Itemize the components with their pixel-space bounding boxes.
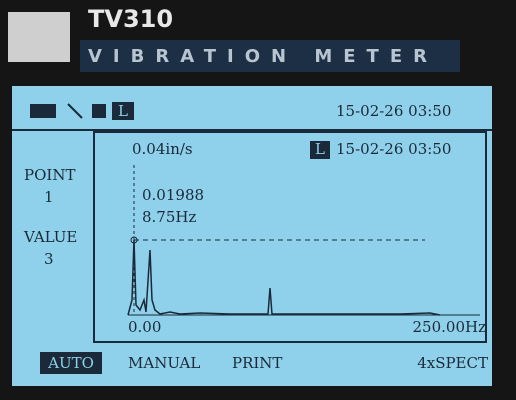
value-label: VALUE — [23, 228, 77, 246]
speaker-icon — [92, 104, 106, 118]
plot-scale: 0.04in/s — [132, 140, 193, 158]
title-band — [80, 40, 460, 72]
mode-box — [112, 102, 134, 120]
probe-icon — [67, 103, 83, 119]
menu-selected — [40, 352, 102, 374]
model: TV310 — [88, 5, 173, 33]
status-datetime: 15-02-26 03:50 — [336, 102, 451, 120]
spectrum — [127, 239, 441, 316]
screen — [12, 86, 492, 386]
cursor-amplitude: 0.01988 — [142, 186, 204, 204]
subtitle: VIBRATION METER — [88, 46, 438, 67]
plot-datetime: 15-02-26 03:50 — [336, 140, 451, 158]
mode-icon: L — [118, 102, 128, 120]
x-start: 0.00 — [128, 318, 161, 336]
point-value: 1 — [44, 188, 54, 206]
plot-mode-icon: L — [315, 140, 325, 158]
plot-frame — [93, 131, 487, 343]
menu-item[interactable]: 4xSPECT — [417, 354, 488, 372]
x-end: 250.00Hz — [413, 318, 487, 336]
menu-item[interactable]: PRINT — [232, 354, 282, 372]
battery-icon — [30, 104, 56, 118]
logo — [8, 12, 70, 62]
cursor-frequency: 8.75Hz — [142, 208, 196, 226]
menu-item[interactable]: AUTO — [47, 354, 94, 372]
menu-item[interactable]: MANUAL — [128, 354, 200, 372]
point-label: POINT — [24, 166, 75, 184]
value-value: 3 — [44, 250, 54, 268]
plot-mode-box — [310, 141, 330, 159]
